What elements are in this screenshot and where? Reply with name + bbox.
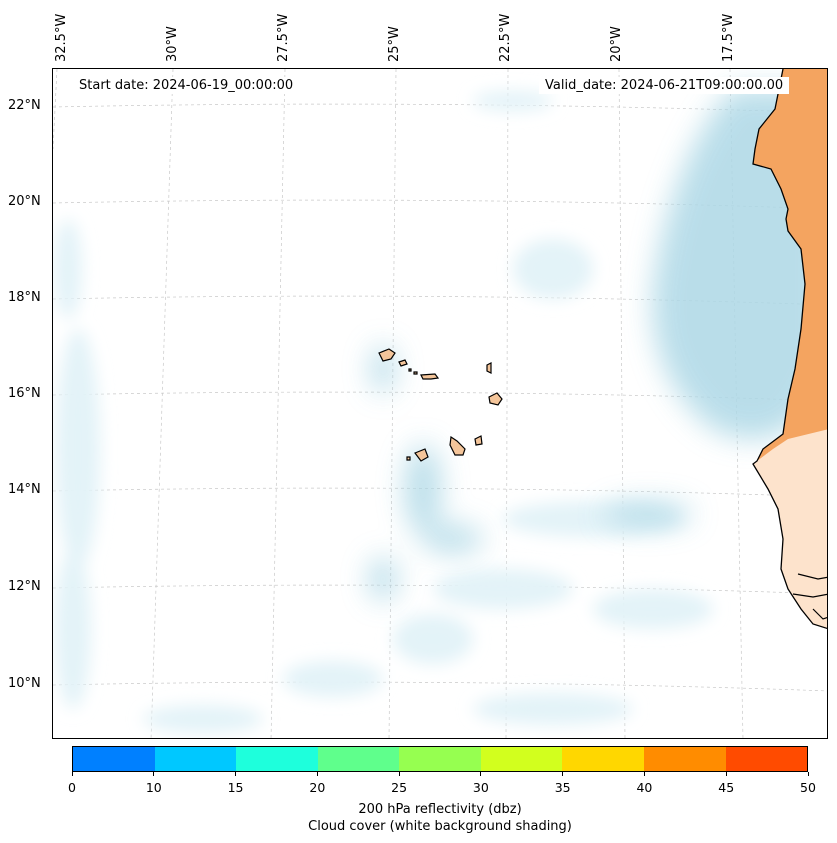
colorbar-tick-label: 25	[391, 780, 408, 795]
lat-label-12n: 12°N	[8, 579, 41, 594]
colorbar-tick-label: 0	[68, 780, 76, 795]
lon-label-17-5w: 17.5°W	[721, 13, 736, 62]
colorbar-tick-label: 10	[145, 780, 162, 795]
lon-label-22-5w: 22.5°W	[498, 13, 513, 62]
colorbar-tick	[725, 772, 727, 776]
cloud-cover-faint	[54, 91, 713, 733]
colorbar-tick-label: 40	[636, 780, 653, 795]
lat-label-20n: 20°N	[8, 194, 41, 209]
lon-label-25w: 25°W	[387, 26, 402, 62]
colorbar-tick-label: 45	[718, 780, 735, 795]
lat-label-22n: 22°N	[8, 98, 41, 113]
colorbar-tick-label: 30	[472, 780, 489, 795]
cape-verde-islands	[378, 348, 503, 462]
colorbar-tick-label: 50	[800, 780, 816, 795]
colorbar-sublabel: Cloud cover (white background shading)	[308, 819, 572, 834]
colorbar-tick	[153, 772, 155, 776]
island-brava	[406, 456, 411, 461]
lat-label-16n: 16°N	[8, 386, 41, 401]
colorbar-tick	[398, 772, 400, 776]
colorbar-tick-label: 35	[554, 780, 571, 795]
africa-land	[752, 69, 827, 630]
graticule	[53, 69, 827, 738]
lat-label-14n: 14°N	[8, 482, 41, 497]
colorbar-tick	[235, 772, 237, 776]
colorbar-tick	[643, 772, 645, 776]
island-sal	[486, 362, 492, 374]
lon-label-32-5w: 32.5°W	[54, 13, 69, 62]
colorbar-tick-label: 15	[227, 780, 244, 795]
colorbar-segment	[317, 747, 400, 771]
colorbar-tick	[71, 772, 73, 776]
colorbar-segment	[399, 747, 481, 771]
colorbar-segment	[643, 747, 726, 771]
lat-label-10n: 10°N	[8, 676, 41, 691]
island-maio	[474, 435, 483, 446]
island-santo-antao	[378, 348, 396, 362]
colorbar-segment	[154, 747, 237, 771]
island-fogo	[414, 448, 429, 462]
colorbar-tick	[562, 772, 564, 776]
colorbar-segment	[73, 747, 155, 771]
colorbar-segment	[562, 747, 644, 771]
map-canvas	[53, 69, 827, 738]
island-santiago	[449, 435, 466, 456]
cloud-cover	[369, 89, 827, 601]
colorbar-tick	[480, 772, 482, 776]
colorbar-tick	[807, 772, 809, 776]
colorbar-tick-label: 20	[309, 780, 326, 795]
island-boa-vista	[488, 392, 503, 406]
reflectivity-colorbar	[72, 746, 808, 772]
colorbar-label: 200 hPa reflectivity (dbz)	[358, 802, 522, 817]
island-sao-vicente	[398, 359, 408, 367]
lon-label-20w: 20°W	[609, 26, 624, 62]
valid-date-label: Valid_date: 2024-06-21T09:00:00.00	[539, 77, 790, 94]
lon-label-27-5w: 27.5°W	[276, 13, 291, 62]
lon-label-30w: 30°W	[165, 26, 180, 62]
map-panel[interactable]	[52, 68, 828, 739]
island-sao-nicolau	[420, 373, 440, 380]
colorbar-segment	[480, 747, 563, 771]
colorbar-segment	[725, 747, 808, 771]
colorbar-segment	[236, 747, 318, 771]
start-date-label: Start date: 2024-06-19_00:00:00	[73, 77, 300, 94]
lat-label-18n: 18°N	[8, 290, 41, 305]
colorbar-tick	[316, 772, 318, 776]
